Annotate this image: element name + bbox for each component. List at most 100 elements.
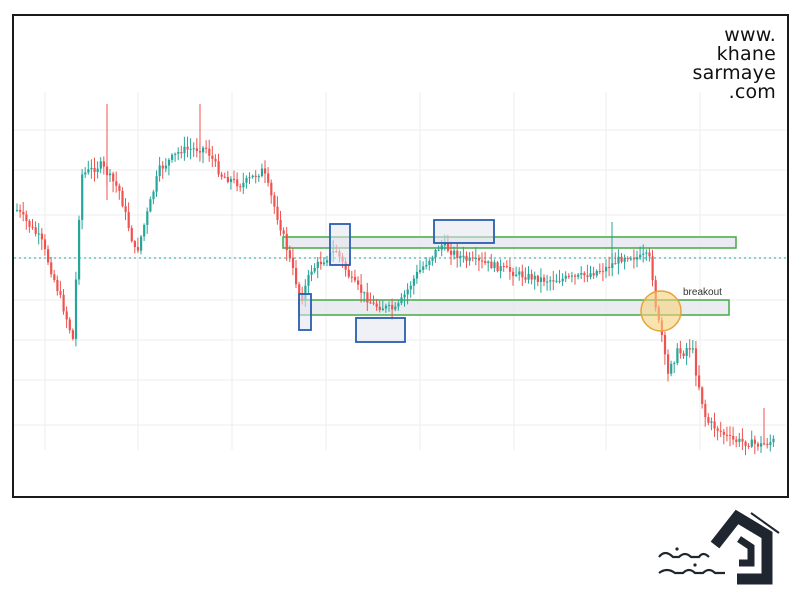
candle-up	[183, 146, 186, 154]
candle-down	[450, 250, 453, 255]
candle-up	[546, 281, 549, 283]
candle-up	[326, 260, 329, 263]
candle-up	[515, 274, 518, 276]
candle-down	[701, 387, 704, 405]
candle-up	[434, 249, 437, 258]
candle-up	[202, 147, 205, 153]
candle-down	[102, 161, 105, 167]
candle-up	[260, 168, 264, 177]
candle-down	[484, 261, 487, 263]
watermark-line-1: www.	[724, 24, 776, 46]
candle-down	[115, 181, 118, 186]
candle-up	[87, 169, 90, 173]
candle-up	[527, 273, 530, 280]
candle-down	[586, 275, 589, 277]
candle-down	[688, 348, 691, 350]
candle-down	[530, 273, 533, 280]
candle-up	[636, 257, 639, 260]
candle-up	[499, 266, 502, 272]
candle-up	[639, 254, 642, 258]
candle-down	[236, 179, 239, 187]
candle-down	[490, 261, 493, 269]
candle-up	[251, 175, 254, 178]
candle-down	[502, 266, 505, 268]
candle-up	[164, 165, 167, 169]
candle-down	[186, 146, 189, 150]
candle-down	[161, 165, 164, 169]
candle-down	[205, 147, 208, 149]
candle-up	[381, 308, 384, 311]
candle-up	[437, 249, 440, 251]
candle-down	[53, 274, 56, 280]
candle-down	[25, 214, 28, 221]
candle-down	[682, 353, 685, 357]
candle-up	[561, 278, 564, 282]
candle-down	[71, 330, 74, 339]
candle-down	[121, 190, 124, 207]
candle-down	[226, 177, 229, 183]
candle-down	[552, 280, 555, 282]
candle-down	[620, 256, 623, 262]
candle-down	[254, 175, 257, 177]
candle-down	[747, 445, 750, 447]
candle-down	[195, 148, 198, 152]
candle-up	[304, 285, 307, 301]
candle-down	[267, 173, 270, 183]
candle-down	[719, 430, 722, 432]
watermark-line-4: .com	[728, 81, 776, 103]
candle-up	[589, 273, 592, 277]
candle-up	[518, 271, 521, 275]
candle-up	[397, 303, 400, 307]
candle-up	[394, 306, 397, 310]
candle-down	[350, 276, 353, 278]
candle-up	[363, 292, 366, 294]
candle-down	[372, 302, 375, 304]
candle-down	[65, 311, 68, 320]
candle-up	[769, 442, 772, 446]
brand-logo	[655, 505, 785, 590]
chart-grid	[14, 92, 786, 450]
candle-up	[257, 176, 260, 178]
candle-up	[425, 265, 428, 267]
candle-up	[384, 305, 388, 309]
candle-down	[707, 417, 710, 423]
candle-down	[521, 271, 524, 278]
candle-up	[109, 173, 112, 176]
candle-down	[369, 302, 372, 304]
candle-down	[217, 161, 220, 175]
candle-down	[729, 435, 732, 437]
candle-up	[691, 348, 694, 350]
candle-up	[96, 168, 99, 172]
candle-down	[601, 271, 605, 273]
candle-up	[248, 177, 251, 179]
candle-down	[592, 273, 595, 276]
candle-down	[626, 258, 629, 260]
candle-down	[756, 443, 760, 447]
candle-down	[127, 212, 130, 228]
candle-up	[673, 363, 676, 365]
candle-up	[322, 262, 326, 265]
candle-down	[651, 256, 654, 281]
candle-down	[233, 179, 236, 181]
candle-up	[474, 257, 477, 259]
candle-down	[288, 250, 291, 258]
candle-down	[574, 275, 577, 277]
candle-down	[68, 319, 71, 331]
candle-up	[313, 268, 316, 272]
candle-up	[443, 243, 446, 246]
candle-down	[512, 271, 515, 276]
candle-up	[533, 275, 536, 280]
candle-down	[319, 261, 322, 265]
candle-up	[440, 245, 443, 250]
highlight-box-left-low	[298, 293, 312, 331]
candle-down	[465, 255, 468, 261]
candle-down	[47, 249, 50, 263]
candle-down	[357, 280, 360, 285]
candle-down	[524, 277, 527, 280]
candle-up	[676, 348, 679, 364]
candle-down	[93, 167, 96, 172]
highlight-box-upper-left	[329, 223, 351, 266]
candle-up	[412, 278, 415, 286]
candle-down	[543, 277, 546, 282]
